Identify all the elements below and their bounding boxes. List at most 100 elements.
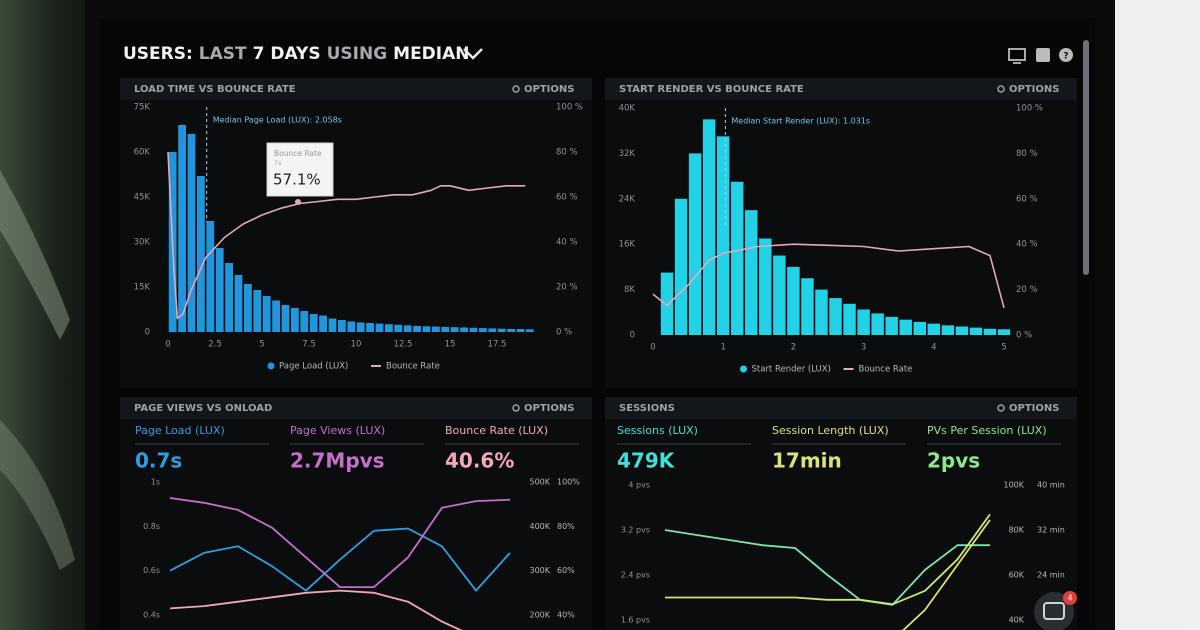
bounce-rate-line [652, 243, 1005, 309]
x-tick-label: 3 [861, 343, 866, 353]
y3-tick-label: 80% [557, 522, 575, 531]
bar [913, 321, 926, 335]
bar [526, 329, 534, 332]
title-part: LAST [199, 44, 247, 64]
x-tick-label: 7.5 [302, 340, 316, 350]
bar [801, 278, 814, 335]
help-icon[interactable] [1059, 48, 1073, 62]
tooltip-value: 57.1% [273, 171, 321, 189]
help-glyph: ? [1063, 52, 1068, 62]
bar [885, 316, 898, 335]
bar [773, 255, 786, 335]
legend-label: Bounce Rate [859, 365, 913, 375]
bar [356, 322, 365, 332]
series-line [169, 527, 511, 592]
bar [759, 238, 772, 335]
tooltip-sub: 7s [274, 159, 282, 167]
tooltip-label: Bounce Rate [274, 149, 322, 158]
bar [516, 329, 525, 332]
bar [178, 125, 186, 332]
bar [674, 198, 688, 335]
options-button[interactable]: OPTIONS [524, 403, 574, 414]
bar [234, 275, 243, 332]
bar [403, 325, 412, 332]
y2-tick-label: 20 % [1016, 285, 1038, 295]
y2-tick-label: 100 % [1016, 104, 1043, 114]
bar [469, 327, 478, 332]
y-tick-label: 24K [619, 194, 636, 204]
options-button[interactable]: OPTIONS [1009, 403, 1059, 414]
bar [702, 119, 716, 335]
bar [328, 318, 337, 332]
x-tick-label: 2.5 [208, 340, 222, 350]
tooltip-point [295, 199, 301, 205]
options-icon [512, 85, 520, 93]
title-part: 7 DAYS [253, 44, 321, 64]
bar [347, 321, 356, 332]
options-button[interactable]: OPTIONS [1009, 84, 1059, 95]
y2-tick-label: 100 % [556, 103, 583, 113]
bar [206, 221, 215, 332]
metric-value: 17min [772, 449, 842, 473]
y2-tick-label: 400K [529, 522, 550, 531]
series-line [664, 529, 990, 606]
metric-label: Page Views (LUX) [290, 424, 385, 437]
metric-label: Bounce Rate (LUX) [445, 424, 548, 437]
monitor-icon[interactable] [1008, 48, 1026, 61]
y2-tick-label: 100K [1003, 481, 1024, 490]
y2-tick-label: 60 % [556, 193, 578, 203]
series-line [665, 513, 991, 606]
y2-tick-label: 80 % [1016, 149, 1038, 159]
y-tick-label: 0 [630, 331, 635, 341]
series-line [169, 589, 463, 630]
y2-tick-label: 500K [529, 478, 550, 487]
bar [871, 313, 884, 335]
chat-badge [1063, 591, 1077, 605]
options-button[interactable]: OPTIONS [524, 84, 574, 95]
metric-label: Page Load (LUX) [135, 424, 225, 437]
bar [441, 326, 450, 332]
image-icon[interactable] [1036, 48, 1050, 62]
bar [187, 134, 196, 332]
dropdown-chevron[interactable] [463, 48, 483, 60]
metric-label: PVs Per Session (LUX) [927, 424, 1047, 437]
panel-header [120, 397, 592, 419]
leaf [0, 170, 70, 340]
bar [497, 328, 506, 332]
scrollbar-thumb[interactable] [1083, 40, 1089, 275]
bar [829, 298, 842, 335]
bar [815, 289, 828, 335]
bar [319, 315, 327, 332]
options-icon [997, 404, 1005, 412]
x-tick-label: 4 [931, 343, 936, 353]
metric-value: 2pvs [927, 449, 980, 473]
bar [745, 210, 758, 335]
y-tick-label: 4 pvs [628, 481, 650, 490]
title-part: USING [327, 44, 388, 64]
chat-badge-count: 4 [1067, 594, 1072, 603]
y-tick-label: 45K [134, 193, 151, 203]
header-icons: ? [1008, 48, 1073, 64]
y3-tick-label: 40% [557, 611, 575, 620]
x-tick-label: 0 [165, 340, 170, 350]
bar [366, 323, 374, 332]
title-part: USERS: [123, 44, 193, 64]
x-tick-label: 15 [445, 340, 456, 350]
bar [422, 326, 431, 332]
y2-tick-label: 60K [1009, 571, 1025, 580]
metric-value: 0.7s [135, 449, 182, 473]
bar [899, 319, 912, 335]
x-tick-label: 1 [720, 343, 725, 353]
bar [507, 329, 515, 332]
x-tick-label: 5 [259, 340, 264, 350]
chat-button[interactable]: 4 [1034, 591, 1077, 630]
x-tick-label: 17.5 [488, 340, 507, 350]
x-tick-label: 2 [791, 343, 796, 353]
bar [716, 136, 730, 335]
legend-label: Start Render (LUX) [752, 365, 831, 375]
leaf [0, 420, 75, 570]
y2-tick-label: 200K [529, 611, 550, 620]
y2-tick-label: 40 % [556, 238, 578, 248]
dashboard: USERS: LAST 7 DAYS USING MEDIAN ? LOAD TIME … [120, 40, 1089, 630]
y-tick-label: 16K [619, 240, 636, 250]
